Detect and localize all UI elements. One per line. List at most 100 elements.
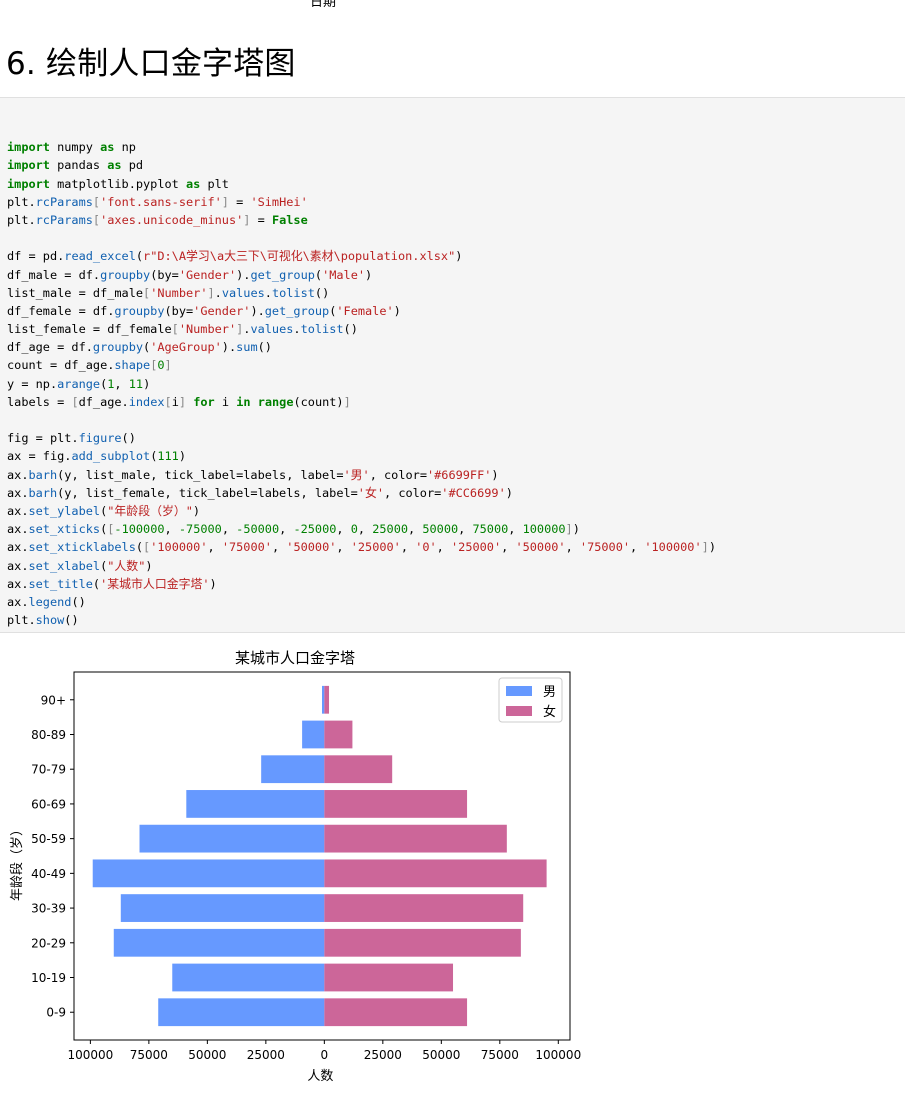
code-token: ( bbox=[100, 522, 108, 537]
code-token: ( bbox=[135, 540, 144, 555]
code-token: plt bbox=[200, 176, 229, 191]
code-token: 'font.sans-serif' bbox=[100, 194, 222, 209]
code-token: tolist bbox=[300, 322, 344, 337]
code-token: (y, list_male, tick_label=labels, label= bbox=[57, 467, 344, 482]
code-line: import pandas as pd bbox=[7, 156, 716, 174]
code-token: ( bbox=[150, 449, 158, 464]
code-token: () bbox=[343, 322, 358, 337]
code-line: import numpy as np bbox=[7, 138, 716, 156]
bar-female bbox=[324, 928, 521, 957]
code-token: list_male = df_male bbox=[7, 285, 144, 300]
legend-swatch bbox=[506, 686, 532, 696]
code-line bbox=[7, 120, 716, 138]
code-token: (y, list_female, tick_label=labels, labe… bbox=[57, 485, 358, 500]
code-token: , bbox=[400, 540, 416, 555]
plot-frame bbox=[73, 671, 571, 1041]
code-token: barh bbox=[28, 467, 58, 482]
code-token: ) bbox=[455, 249, 463, 264]
code-token: count = df_age. bbox=[7, 358, 115, 373]
code-token: ] bbox=[236, 322, 244, 337]
code-token: ( bbox=[135, 249, 144, 264]
code-line: ax.set_xticks([-100000, -75000, -50000, … bbox=[7, 520, 716, 538]
code-token: ) bbox=[178, 449, 187, 464]
code-token: , bbox=[458, 522, 473, 537]
code-token: , bbox=[630, 540, 645, 555]
y-axis-label: 年龄段（岁） bbox=[10, 823, 25, 901]
code-token: , color= bbox=[384, 485, 442, 500]
code-token: ) bbox=[708, 540, 716, 555]
code-token: '女' bbox=[357, 485, 385, 500]
code-token: ax. bbox=[7, 558, 29, 573]
code-token: 'AgeGroup' bbox=[150, 340, 222, 355]
code-token: '#6699FF' bbox=[426, 467, 492, 482]
code-token: figure bbox=[78, 431, 122, 446]
code-token: ] bbox=[565, 522, 573, 537]
code-token: ] bbox=[207, 285, 215, 300]
code-token: df_age = df. bbox=[7, 340, 93, 355]
code-token: pandas bbox=[49, 158, 108, 173]
code-token: plt. bbox=[7, 212, 36, 227]
code-token: (count) bbox=[293, 394, 344, 409]
code-token: [ bbox=[92, 194, 101, 209]
code-token: ( bbox=[100, 376, 108, 391]
code-line: count = df_age.shape[0] bbox=[7, 356, 716, 374]
code-token: -50000 bbox=[236, 522, 280, 537]
code-token: ax. bbox=[7, 467, 29, 482]
y-tick-label: 0-9 bbox=[46, 1006, 66, 1020]
code-token: barh bbox=[28, 485, 58, 500]
code-token: values bbox=[221, 285, 265, 300]
x-axis-label: 人数 bbox=[307, 1069, 333, 1084]
code-token: ) bbox=[505, 485, 513, 500]
code-token: as bbox=[185, 176, 201, 191]
code-token: . bbox=[293, 322, 301, 337]
code-token: 'Female' bbox=[336, 303, 394, 318]
code-token: df_female = df. bbox=[7, 303, 115, 318]
code-token: , bbox=[357, 522, 373, 537]
code-token: set_xticklabels bbox=[28, 540, 136, 555]
code-token: [ bbox=[150, 358, 158, 373]
code-token: = bbox=[250, 212, 272, 227]
code-line: import matplotlib.pyplot as plt bbox=[7, 175, 716, 193]
code-line: ax.set_ylabel("年龄段（岁）") bbox=[7, 502, 716, 520]
y-tick-label: 50-59 bbox=[31, 832, 66, 846]
code-token: get_group bbox=[250, 267, 315, 282]
code-token: ( bbox=[314, 267, 323, 282]
code-token: as bbox=[107, 158, 122, 173]
code-token: [ bbox=[71, 394, 79, 409]
code-token: ) bbox=[365, 267, 373, 282]
x-tick-label: 75000 bbox=[130, 1048, 168, 1062]
code-token: ) bbox=[491, 467, 499, 482]
code-token: , bbox=[508, 522, 523, 537]
code-token: ). bbox=[221, 340, 237, 355]
code-token: show bbox=[35, 613, 65, 628]
code-token: rcParams bbox=[35, 212, 93, 227]
x-tick-label: 100000 bbox=[535, 1048, 581, 1062]
code-token: , bbox=[565, 540, 580, 555]
code-token: df = pd. bbox=[7, 249, 65, 264]
code-token: import bbox=[7, 158, 50, 173]
x-tick-label: 50000 bbox=[422, 1048, 460, 1062]
code-token: set_xlabel bbox=[28, 558, 101, 573]
code-token: 25000 bbox=[372, 522, 409, 537]
legend-swatch bbox=[506, 706, 532, 716]
code-token: 'Number' bbox=[178, 322, 237, 337]
code-token: (by= bbox=[150, 267, 179, 282]
code-token: read_excel bbox=[64, 249, 136, 264]
code-token: , bbox=[336, 540, 351, 555]
code-token: 0 bbox=[157, 358, 165, 373]
code-token: np bbox=[114, 140, 136, 155]
code-token: ] bbox=[221, 194, 229, 209]
code-token: ax. bbox=[7, 485, 29, 500]
code-token: '50000' bbox=[286, 540, 337, 555]
code-token: index bbox=[128, 394, 165, 409]
code-editor[interactable]: import numpy as np import pandas as pd imp… bbox=[7, 120, 716, 629]
code-line bbox=[7, 229, 716, 247]
code-cell[interactable]: import numpy as np import pandas as pd imp… bbox=[0, 97, 905, 633]
bar-male bbox=[261, 755, 325, 784]
code-token: , bbox=[221, 522, 237, 537]
code-token: () bbox=[314, 285, 330, 300]
code-token: 'Gender' bbox=[178, 267, 237, 282]
code-token: get_group bbox=[264, 303, 330, 318]
x-tick-label: 75000 bbox=[481, 1048, 519, 1062]
previous-chart-xlabel: 日期 bbox=[310, 0, 337, 10]
